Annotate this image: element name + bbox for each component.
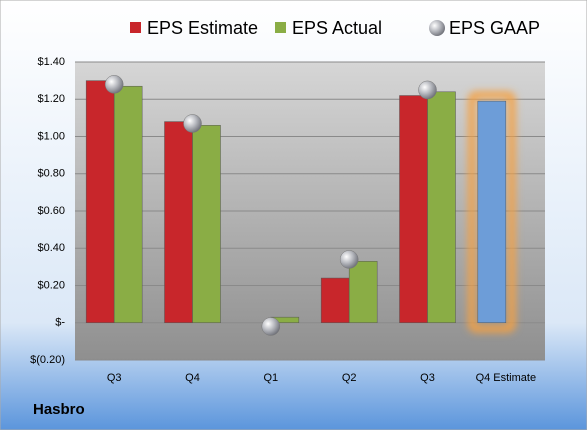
y-tick-label: $1.40 — [37, 56, 65, 68]
y-tick-label: $0.40 — [37, 242, 65, 254]
bar — [85, 80, 115, 323]
legend-label: EPS Estimate — [147, 18, 258, 38]
highlight-glow — [468, 91, 516, 333]
y-tick-label: $0.20 — [37, 279, 65, 291]
gaap-marker — [418, 80, 437, 100]
bar — [477, 100, 507, 323]
x-tick-label: Q3 — [420, 372, 435, 384]
y-tick-label: $1.20 — [37, 93, 65, 105]
y-tick-label: $1.00 — [37, 130, 65, 142]
legend-label: EPS Actual — [292, 18, 382, 38]
x-tick-label: Q4 Estimate — [476, 372, 537, 384]
legend-swatch — [275, 22, 286, 33]
bar — [399, 95, 428, 324]
bar — [192, 125, 221, 323]
bar — [427, 91, 456, 323]
legend-swatch — [130, 22, 141, 33]
x-tick-label: Q2 — [342, 372, 357, 384]
y-tick-label: $0.60 — [37, 205, 65, 217]
bar — [320, 277, 350, 323]
gaap-marker — [183, 114, 202, 133]
y-tick-label: $(0.20) — [30, 354, 65, 366]
gaap-marker — [339, 250, 359, 269]
legend-marker — [429, 20, 445, 36]
company-name: Hasbro — [33, 401, 85, 418]
x-tick-label: Q1 — [263, 372, 278, 384]
gaap-marker — [104, 75, 124, 94]
y-tick-label: $- — [55, 317, 65, 329]
y-tick-label: $0.80 — [37, 168, 65, 180]
legend-label: EPS GAAP — [449, 18, 540, 38]
gaap-marker — [261, 317, 281, 336]
x-tick-label: Q3 — [107, 372, 122, 384]
x-tick-label: Q4 — [185, 372, 200, 384]
bar — [113, 85, 143, 324]
bar — [164, 121, 193, 323]
bar — [348, 261, 378, 324]
